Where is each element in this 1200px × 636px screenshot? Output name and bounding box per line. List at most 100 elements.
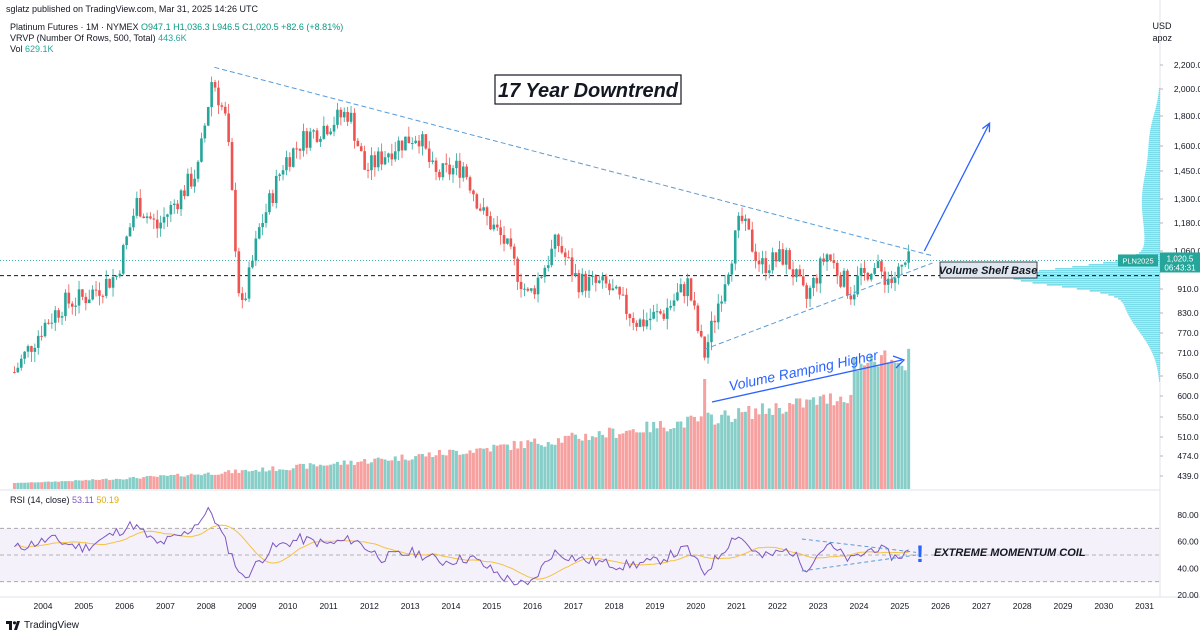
candle-body <box>550 248 553 266</box>
candle-body <box>540 276 543 278</box>
time-tick-label: 2004 <box>34 601 53 611</box>
volume-bar <box>502 444 506 489</box>
volume-bar <box>723 410 727 489</box>
candle-body <box>638 319 642 327</box>
volume-profile-row <box>1134 324 1160 326</box>
volume-profile-row <box>1145 340 1160 342</box>
candle-body <box>546 265 550 268</box>
time-tick-label: 2030 <box>1094 601 1113 611</box>
volume-bar <box>390 460 394 489</box>
volume-bar <box>652 421 656 489</box>
volume-profile-row <box>1072 266 1160 268</box>
volume-bar <box>182 476 186 489</box>
price-tick-label: 1,600.0 <box>1174 141 1200 151</box>
volume-bar <box>546 442 550 489</box>
candle-body <box>727 274 730 285</box>
volume-profile-row <box>1158 376 1160 378</box>
candle-body <box>584 273 587 291</box>
volume-bar <box>689 415 693 489</box>
volume-profile-row <box>1157 100 1160 102</box>
volume-profile-row <box>1155 108 1160 110</box>
candle-body <box>400 140 404 151</box>
volume-shelf-box <box>939 261 1038 279</box>
volume-bar <box>662 427 666 489</box>
tradingview-footer[interactable]: TradingView <box>6 620 79 631</box>
candle-body <box>856 275 859 295</box>
volume-bar <box>125 479 129 489</box>
price-tick-label: 1,060.0 <box>1174 246 1200 256</box>
volume-bar <box>315 466 319 489</box>
volume-bar <box>298 463 302 489</box>
candle-body <box>387 153 390 158</box>
volume-bar <box>53 481 57 489</box>
volume-bar <box>40 482 44 489</box>
currency-selector[interactable]: USD apoz <box>1152 20 1172 44</box>
candle-body <box>94 289 98 291</box>
candle-body <box>676 292 679 301</box>
candle-body <box>332 124 336 132</box>
legend-vrvp[interactable]: VRVP (Number Of Rows, 500, Total) 443.6K <box>10 33 187 43</box>
projection-arrow <box>923 122 991 252</box>
volume-bar <box>386 460 390 489</box>
volume-profile-row <box>1148 144 1160 146</box>
volume-value: 629.1K <box>25 44 54 54</box>
volume-bar <box>686 416 690 489</box>
volume-bar <box>876 366 880 489</box>
title-annotation: 17 Year Downtrend <box>498 80 679 102</box>
volume-profile-row <box>1141 250 1160 252</box>
candle-body <box>366 169 370 171</box>
candle-body <box>183 190 186 197</box>
time-tick-label: 2017 <box>564 601 583 611</box>
publisher-line: sglatz published on TradingView.com, Mar… <box>6 4 258 14</box>
volume-bar <box>866 362 870 489</box>
volume-bar <box>832 405 836 489</box>
candle-body <box>665 307 669 319</box>
legend-rsi[interactable]: RSI (14, close) 53.11 50.19 <box>10 495 119 505</box>
volume-profile-row <box>1150 130 1160 132</box>
legend-instrument[interactable]: Platinum Futures · 1M · NYMEX O947.1 H1,… <box>10 22 343 32</box>
volume-bar <box>223 471 227 489</box>
candle-body <box>468 177 472 191</box>
candle-body <box>475 194 479 209</box>
volume-profile-row <box>1143 228 1160 230</box>
volume-bar <box>50 481 54 489</box>
candle-body <box>213 82 217 88</box>
volume-bar <box>240 470 244 489</box>
volume-profile-row <box>1015 274 1160 276</box>
volume-bar <box>359 461 363 489</box>
candle-body <box>764 258 768 273</box>
candle-body <box>679 284 683 293</box>
volume-profile-row <box>1143 226 1160 228</box>
volume-bar <box>485 448 489 489</box>
volume-bar <box>798 398 802 489</box>
volume-profile-row <box>1142 194 1160 196</box>
time-tick-label: 2015 <box>482 601 501 611</box>
rsi-tick-label: 60.00 <box>1177 537 1199 547</box>
candle-body <box>907 251 910 263</box>
volume-bar <box>159 475 163 489</box>
time-tick-label: 2006 <box>115 601 134 611</box>
candle-body <box>257 227 261 239</box>
price-tick-label: 600.0 <box>1177 391 1199 401</box>
volume-profile-row <box>1108 294 1160 296</box>
volume-profile-row <box>1141 198 1160 200</box>
candle-body <box>903 262 907 265</box>
candle-body <box>618 286 621 295</box>
volume-profile-row <box>1142 212 1160 214</box>
legend-volume[interactable]: Vol 629.1K <box>10 44 54 54</box>
candle-body <box>193 178 196 187</box>
time-tick-label: 2005 <box>74 601 93 611</box>
volume-profile-row <box>1025 272 1160 274</box>
candle-body <box>166 214 169 217</box>
candle-body <box>380 151 383 165</box>
candle-body <box>26 346 30 352</box>
volume-bar <box>444 455 448 489</box>
volume-bar <box>230 473 234 489</box>
candle-body <box>730 263 734 275</box>
candle-body <box>533 288 536 295</box>
candle-body <box>485 207 489 217</box>
candle-body <box>798 269 802 277</box>
tradingview-logo-icon <box>6 621 20 630</box>
volume-bar <box>155 476 159 489</box>
